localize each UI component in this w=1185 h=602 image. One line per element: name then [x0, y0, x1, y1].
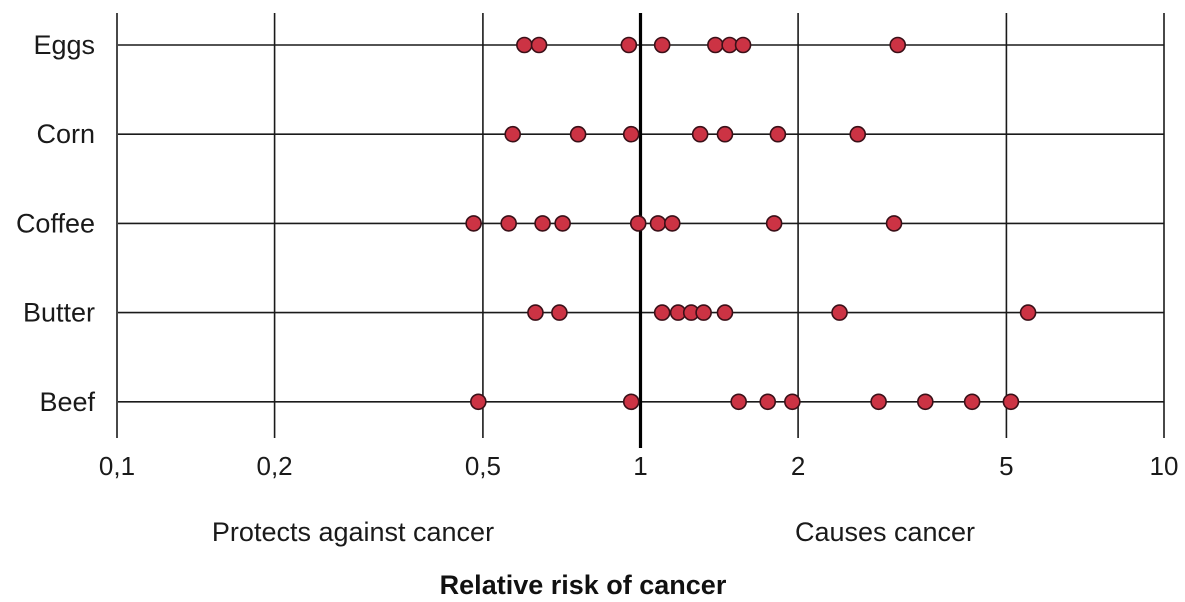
category-labels: Eggs Corn Coffee Butter Beef	[16, 30, 96, 417]
data-point-coffee	[663, 215, 681, 232]
x-tick-label: 1	[633, 451, 647, 481]
x-axis-ticks: 0,1 0,2 0,5 1 2 5 10	[99, 451, 1179, 481]
data-point-coffee	[885, 215, 903, 232]
data-point-butter	[716, 304, 734, 321]
category-label-eggs: Eggs	[33, 30, 95, 60]
data-point-corn	[716, 125, 734, 143]
category-label-beef: Beef	[39, 387, 95, 417]
data-point-corn	[691, 125, 709, 143]
x-axis-title: Relative risk of cancer	[440, 570, 727, 600]
category-label-butter: Butter	[23, 298, 95, 328]
data-point-corn	[569, 125, 587, 143]
data-point-butter	[695, 304, 712, 321]
data-point-beef	[963, 393, 981, 411]
data-point-butter	[527, 304, 544, 321]
region-label-causes: Causes cancer	[795, 517, 975, 547]
data-point-butter	[831, 304, 848, 321]
data-point-coffee	[649, 215, 667, 232]
data-point-coffee	[465, 215, 482, 232]
data-point-butter	[653, 304, 671, 321]
data-point-beef	[1002, 393, 1020, 411]
category-label-coffee: Coffee	[16, 208, 95, 238]
data-point-eggs	[530, 36, 548, 54]
data-point-butter	[1019, 304, 1037, 321]
data-point-coffee	[765, 215, 783, 232]
data-point-corn	[504, 125, 522, 143]
data-point-corn	[849, 125, 867, 143]
data-point-eggs	[620, 36, 638, 54]
x-tick-label: 0,2	[257, 451, 293, 481]
data-point-eggs	[653, 36, 671, 54]
data-point-eggs	[889, 36, 907, 54]
data-point-beef	[870, 393, 887, 411]
category-label-corn: Corn	[36, 119, 95, 149]
grid-lines	[116, 13, 1165, 438]
data-point-eggs	[707, 36, 724, 54]
x-tick-label: 0,5	[465, 451, 501, 481]
data-point-coffee	[534, 215, 551, 232]
data-point-butter	[551, 304, 568, 321]
data-point-coffee	[629, 215, 647, 232]
x-tick-label: 0,1	[99, 451, 135, 481]
data-point-coffee	[554, 215, 571, 232]
x-tick-label: 2	[791, 451, 805, 481]
data-point-beef	[470, 393, 487, 411]
data-point-beef	[784, 393, 801, 411]
data-point-coffee	[500, 215, 517, 232]
region-label-protects: Protects against cancer	[212, 517, 494, 547]
x-tick-label: 5	[999, 451, 1013, 481]
data-point-corn	[622, 125, 640, 143]
data-point-beef	[730, 393, 747, 411]
data-point-corn	[769, 125, 787, 143]
data-points	[465, 36, 1037, 411]
x-tick-label: 10	[1150, 451, 1179, 481]
data-point-eggs	[516, 36, 533, 54]
data-point-beef	[622, 393, 640, 411]
data-point-beef	[917, 393, 934, 411]
data-point-eggs	[734, 36, 752, 54]
data-point-beef	[759, 393, 777, 411]
